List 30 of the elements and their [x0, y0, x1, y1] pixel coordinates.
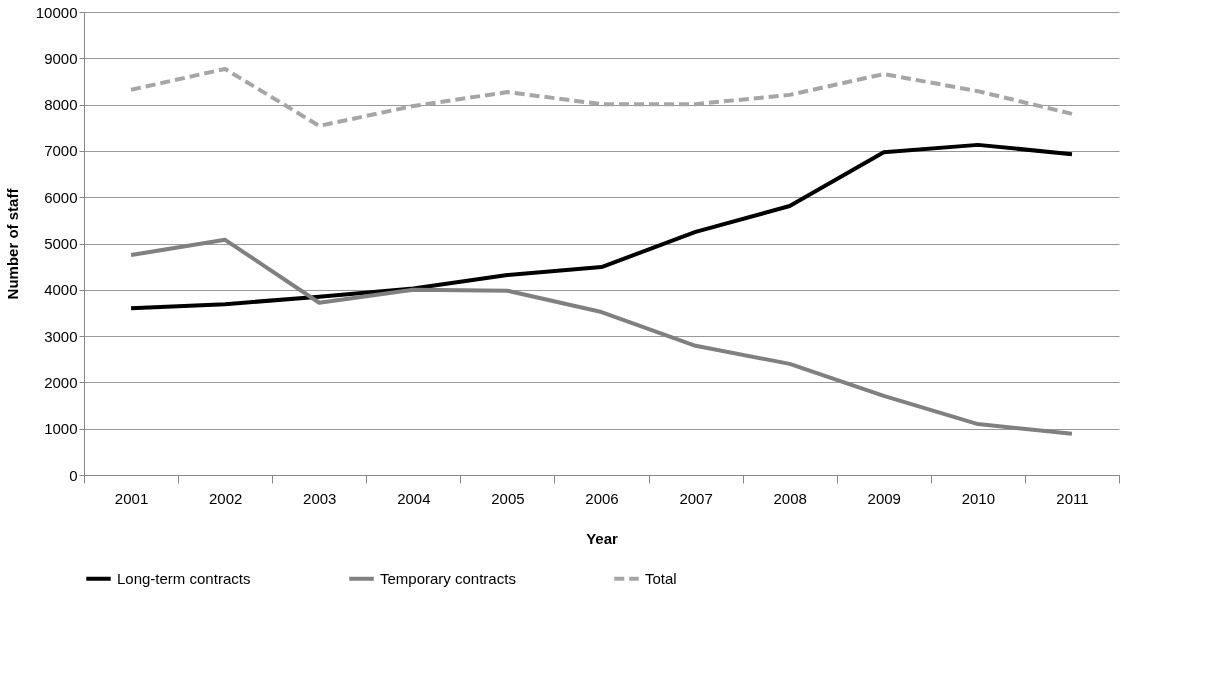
x-tick-label: 2009 [867, 489, 901, 507]
y-tick-label: 9000 [44, 49, 78, 67]
y-axis-title: Number of staff [3, 187, 21, 300]
y-tick-label: 7000 [44, 142, 78, 160]
y-tick-label: 3000 [44, 327, 78, 345]
line-series [129, 237, 1074, 436]
x-tick-label: 2002 [208, 489, 243, 507]
y-tick-label: 2000 [44, 373, 78, 391]
legend-label: Total [645, 569, 677, 587]
y-tick-label: 4000 [44, 281, 78, 299]
legend-label: Long-term contracts [117, 569, 251, 587]
x-tick-label: 2005 [491, 489, 525, 507]
x-tick-label: 2011 [1056, 489, 1089, 507]
x-tick-label: 2007 [679, 489, 713, 507]
x-tick-label: 2003 [303, 489, 337, 507]
line-series [129, 66, 1074, 128]
legend-label: Temporary contracts [380, 569, 516, 587]
x-tick-label: 2001 [114, 489, 149, 507]
y-tick-label: 6000 [44, 188, 78, 206]
y-tick-label: 0 [69, 466, 78, 484]
x-tick-label: 2006 [585, 489, 619, 507]
line-series [129, 142, 1074, 311]
x-axis-title: Year [586, 529, 619, 547]
y-tick-label: 8000 [44, 96, 78, 114]
y-tick-label: 10000 [35, 3, 78, 21]
x-tick-label: 2004 [397, 489, 431, 507]
x-tick-label: 2010 [961, 489, 996, 507]
y-tick-label: 1000 [44, 420, 78, 438]
y-tick-label: 5000 [44, 235, 78, 252]
x-tick-label: 2008 [773, 489, 807, 507]
